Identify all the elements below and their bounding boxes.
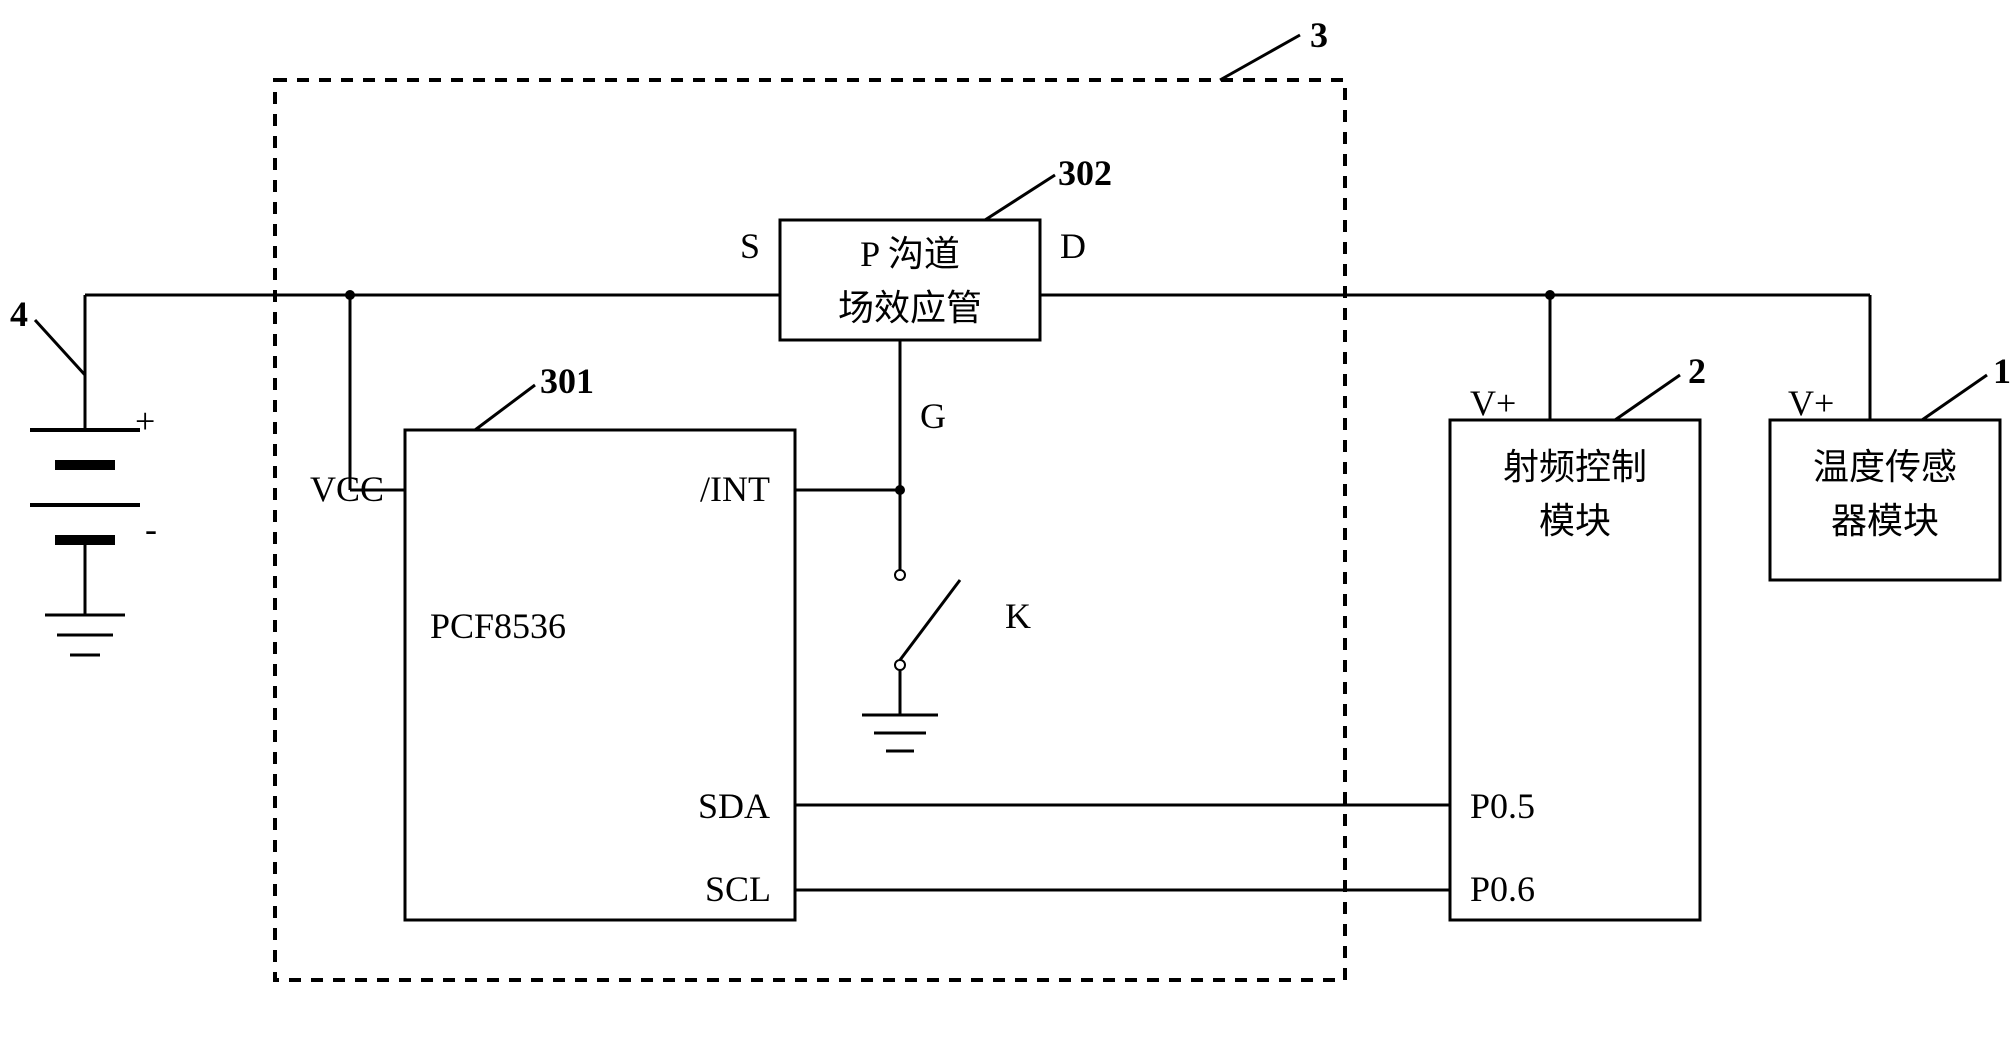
switch-lever [900,580,960,660]
rtc-pin-int: /INT [700,468,770,510]
rf-pin-vplus: V+ [1470,382,1516,424]
ref-label-2: 2 [1688,350,1706,392]
ref-4-leader [35,320,85,375]
ref-302-leader [985,175,1055,220]
rtc-chip: PCF8536 [430,605,566,647]
temp-pin-vplus: V+ [1788,382,1834,424]
rf-pin-p06: P0.6 [1470,868,1535,910]
rf-pin-p05: P0.5 [1470,785,1535,827]
battery-plus: + [135,400,155,442]
ref-301-leader [475,385,535,430]
ref-label-1: 1 [1993,350,2011,392]
ref-label-3: 3 [1310,14,1328,56]
fet-pin-g: G [920,395,946,437]
battery-minus: - [145,508,157,550]
ref-label-302: 302 [1058,152,1112,194]
switch-terminal-bot [895,660,905,670]
fet-line2: 场效应管 [790,281,1030,335]
ref-2-leader [1615,375,1680,420]
circuit-diagram: 3 302 301 4 2 1 P 沟道 场效应管 S D G VCC /INT… [0,0,2016,1059]
temp-line2: 器模块 [1780,494,1990,548]
fet-pin-s: S [740,225,760,267]
ref-label-301: 301 [540,360,594,402]
rtc-pin-sda: SDA [698,785,770,827]
switch-terminal-top [895,570,905,580]
fet-pin-d: D [1060,225,1086,267]
ref-label-4: 4 [10,293,28,335]
circuit-svg [0,0,2016,1059]
rf-line1: 射频控制 [1460,440,1690,494]
module-3-border [275,80,1345,980]
temp-line1: 温度传感 [1780,440,1990,494]
ref-3-leader [1220,35,1300,80]
switch-label: K [1005,595,1031,637]
rtc-pin-scl: SCL [705,868,771,910]
rf-line2: 模块 [1460,494,1690,548]
rtc-pin-vcc: VCC [310,468,384,510]
fet-line1: P 沟道 [790,227,1030,281]
ref-1-leader [1922,375,1987,420]
